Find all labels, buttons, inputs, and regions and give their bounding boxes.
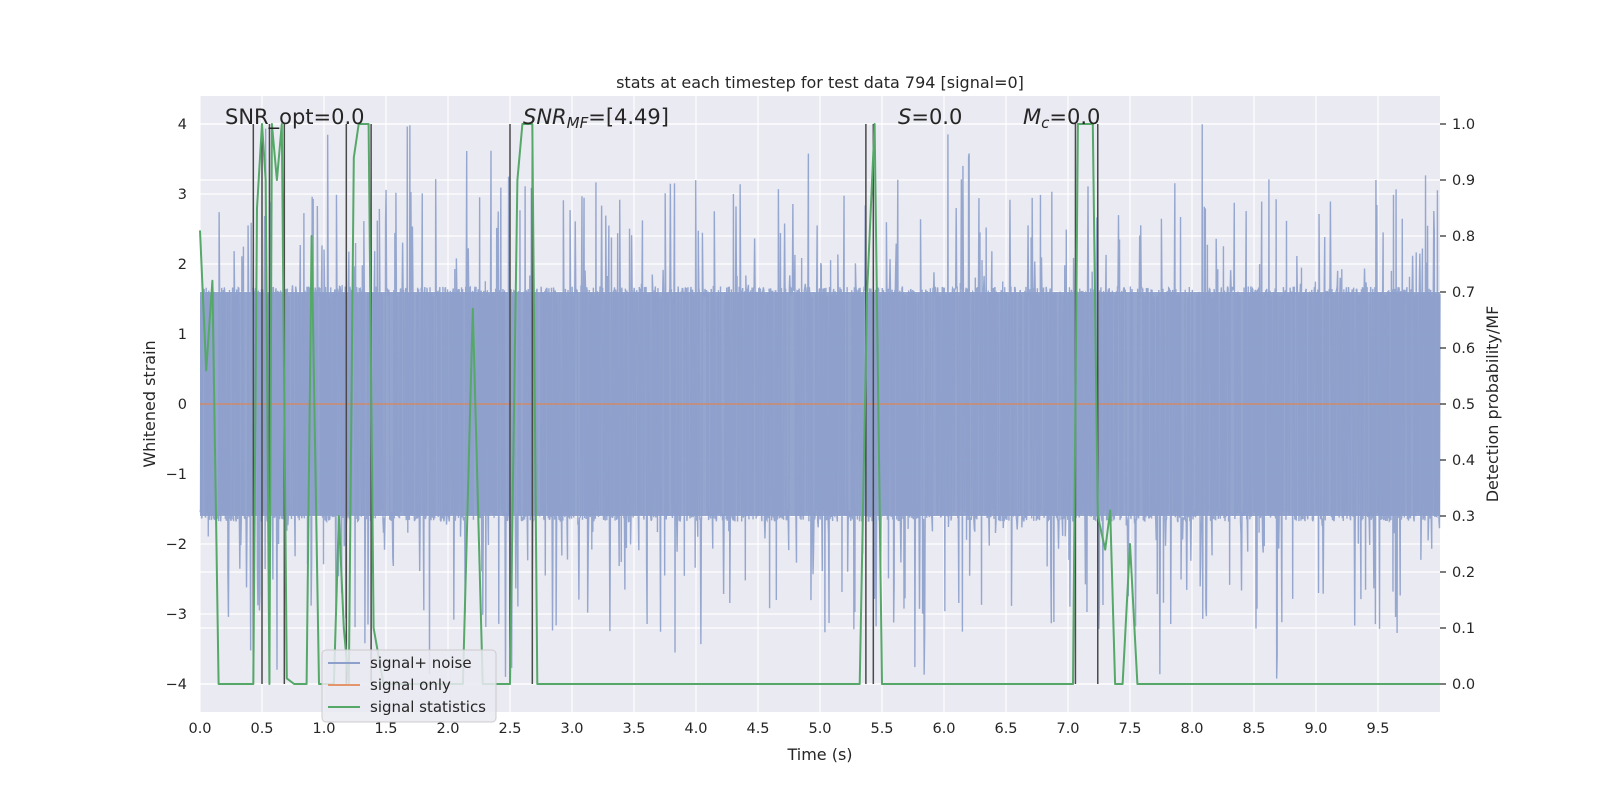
x-tick-label: 0.0 [188,721,211,737]
x-tick-label: 9.0 [1304,721,1327,737]
x-tick-label: 2.0 [436,721,459,737]
legend-label-noise: signal+ noise [370,654,472,672]
y-tick-label: 1 [178,327,187,343]
y-tick-label: 4 [178,117,187,133]
x-tick-label: 7.0 [1056,721,1079,737]
annotation-snr-mf-symbol: SNR [523,105,567,129]
annotation-snr-mf: SNRMF=[4.49] [523,105,669,132]
annotation-mc: Mc=0.0 [1023,105,1100,132]
x-tick-label: 8.0 [1180,721,1203,737]
legend-label-signal-only: signal only [370,676,451,694]
x-tick-label: 7.5 [1118,721,1141,737]
legend-label-statistics: signal statistics [370,698,486,716]
y-tick-label: 2 [178,257,187,273]
x-tick-label: 3.5 [622,721,645,737]
x-tick-label: 9.5 [1366,721,1389,737]
x-tick-label: 3.0 [560,721,583,737]
y-right-tick-label: 0.1 [1452,621,1475,637]
y-tick-label: 3 [178,187,187,203]
y-right-tick-label: 1.0 [1452,117,1475,133]
y-right-tick-label: 0.6 [1452,341,1475,357]
annotation-s: S=0.0 [898,105,962,129]
legend: signal+ noise signal only signal statist… [321,649,497,723]
x-tick-label: 4.0 [684,721,707,737]
x-tick-label: 1.0 [312,721,335,737]
y-axis-label-right: Detection probability/MF [1483,306,1502,503]
y-tick-label: −4 [166,677,187,693]
x-tick-label: 8.5 [1242,721,1265,737]
x-tick-label: 1.5 [374,721,397,737]
x-tick-label: 6.5 [994,721,1017,737]
x-tick-label: 0.5 [250,721,273,737]
annotation-snr-mf-value: =[4.49] [588,105,669,129]
y-tick-label: −3 [166,607,187,623]
y-right-tick-label: 0.9 [1452,173,1475,189]
y-right-tick-label: 0.3 [1452,509,1475,525]
legend-box [321,649,497,723]
y-ticks-left: 4 3 2 1 0 −1 −2 −3 −4 [166,117,187,693]
annotation-mc-symbol: M [1023,105,1041,129]
y-right-tick-label: 0.5 [1452,397,1475,413]
y-right-tick-label: 0.8 [1452,229,1475,245]
x-tick-label: 5.0 [808,721,831,737]
y-axis-label: Whitened strain [140,340,159,467]
y-ticks-right: 1.0 0.9 0.8 0.7 0.6 0.5 0.4 0.3 0.2 0.1 0.0 [1440,117,1475,693]
annotation-mc-value: =0.0 [1049,105,1100,129]
x-tick-label: 4.5 [746,721,769,737]
x-tick-label: 2.5 [498,721,521,737]
chart-title: stats at each timestep for test data 794… [616,73,1024,92]
x-tick-label: 6.0 [932,721,955,737]
annotation-s-value: =0.0 [911,105,962,129]
annotation-snr-mf-subscript: MF [567,114,589,132]
y-right-tick-label: 0.7 [1452,285,1475,301]
y-right-tick-label: 0.4 [1452,453,1475,469]
y-tick-label: 0 [178,397,187,413]
x-tick-label: 5.5 [870,721,893,737]
annotation-mc-subscript: c [1041,114,1050,132]
annotation-s-symbol: S [898,105,911,129]
y-tick-label: −2 [166,537,187,553]
y-right-tick-label: 0.0 [1452,677,1475,693]
x-ticks: 0.0 0.5 1.0 1.5 2.0 2.5 3.0 3.5 4.0 4.5 5.0 5.5 6.0 6… [188,721,1389,737]
annotation-snr-opt: SNR_opt=0.0 [225,105,365,130]
x-axis-label: Time (s) [786,745,852,764]
y-tick-label: −1 [166,467,187,483]
y-right-tick-label: 0.2 [1452,565,1475,581]
